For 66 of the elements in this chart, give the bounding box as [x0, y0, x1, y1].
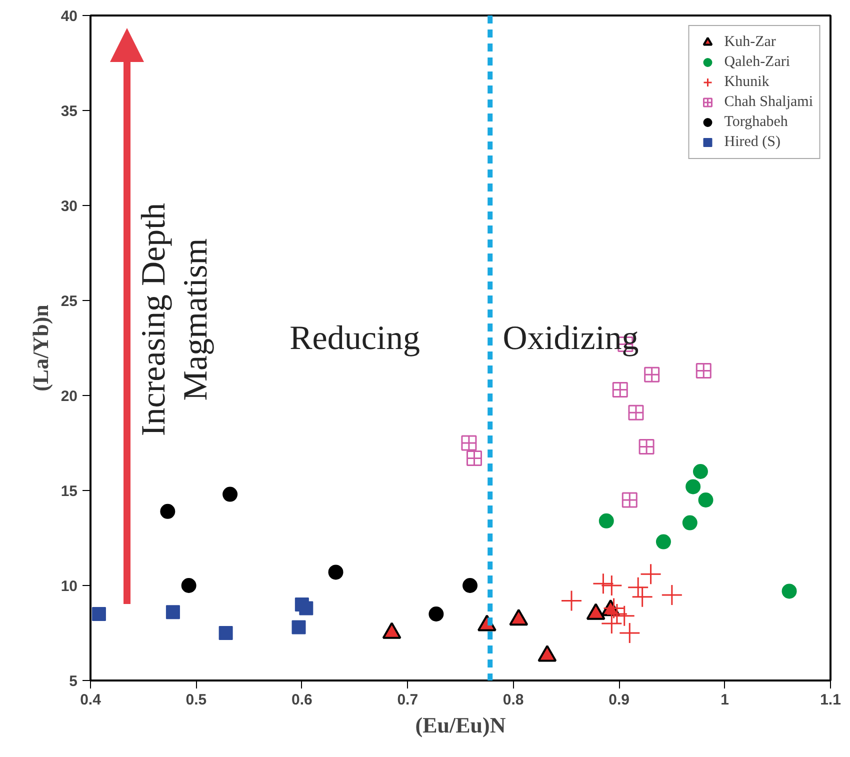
annotation: Magmatism	[178, 238, 215, 401]
point	[160, 504, 176, 519]
point	[218, 626, 233, 640]
point	[598, 513, 614, 528]
x-tick-label: 1.1	[820, 692, 841, 708]
y-tick-label: 20	[60, 388, 78, 405]
y-tick-label: 15	[60, 483, 78, 500]
x-tick-label: 0.5	[186, 692, 207, 708]
annotation: Increasing Depth	[135, 202, 172, 436]
point	[644, 366, 660, 382]
y-tick-label: 40	[60, 8, 78, 25]
y-tick-label: 35	[60, 103, 78, 120]
point	[696, 363, 712, 379]
point	[628, 404, 644, 420]
point	[618, 622, 640, 644]
point	[466, 450, 482, 466]
point	[612, 382, 628, 398]
point	[603, 598, 625, 620]
point	[682, 515, 698, 530]
y-axis-title: (La/Yb)n	[28, 304, 53, 392]
point	[292, 620, 306, 634]
point	[92, 607, 106, 621]
point	[461, 435, 477, 451]
point	[592, 572, 614, 594]
x-tick-label: 1	[720, 692, 729, 708]
x-tick-label: 0.9	[608, 692, 630, 708]
point	[299, 601, 314, 616]
legend-label: Torghabeh	[724, 114, 788, 130]
point	[638, 439, 654, 455]
point	[692, 464, 708, 479]
x-tick-label: 0.6	[292, 692, 312, 708]
legend-label: Kuh-Zar	[724, 34, 776, 50]
point	[640, 563, 662, 585]
point	[627, 576, 649, 598]
point	[661, 584, 683, 606]
legend-label: Khunik	[724, 74, 770, 90]
point	[614, 605, 636, 627]
x-tick-label: 0.4	[80, 692, 102, 708]
point	[560, 590, 582, 612]
point	[428, 606, 444, 622]
point	[462, 578, 478, 593]
point	[328, 564, 344, 580]
y-tick-label: 5	[69, 673, 78, 690]
point	[656, 534, 671, 550]
point	[632, 586, 654, 608]
point	[222, 486, 238, 502]
x-tick-label: 0.7	[397, 692, 418, 708]
point	[181, 578, 196, 593]
x-axis-title: (Eu/Eu)N	[415, 712, 506, 738]
legend-label: Hired (S)	[724, 134, 780, 150]
point	[782, 584, 797, 599]
y-tick-label: 30	[60, 198, 78, 215]
annotation: Reducing	[290, 320, 420, 357]
point	[600, 612, 622, 634]
point	[600, 574, 622, 596]
legend-label: Qaleh-Zari	[724, 54, 790, 70]
legend-label: Chah Shaljami	[724, 94, 813, 110]
point	[166, 605, 180, 620]
x-tick-label: 0.8	[502, 692, 524, 708]
point	[686, 479, 701, 494]
y-tick-label: 25	[60, 293, 78, 310]
point	[698, 492, 714, 508]
point	[622, 492, 638, 508]
y-tick-label: 10	[60, 578, 78, 595]
point	[606, 603, 628, 625]
annotation: Oxidizing	[502, 320, 639, 357]
